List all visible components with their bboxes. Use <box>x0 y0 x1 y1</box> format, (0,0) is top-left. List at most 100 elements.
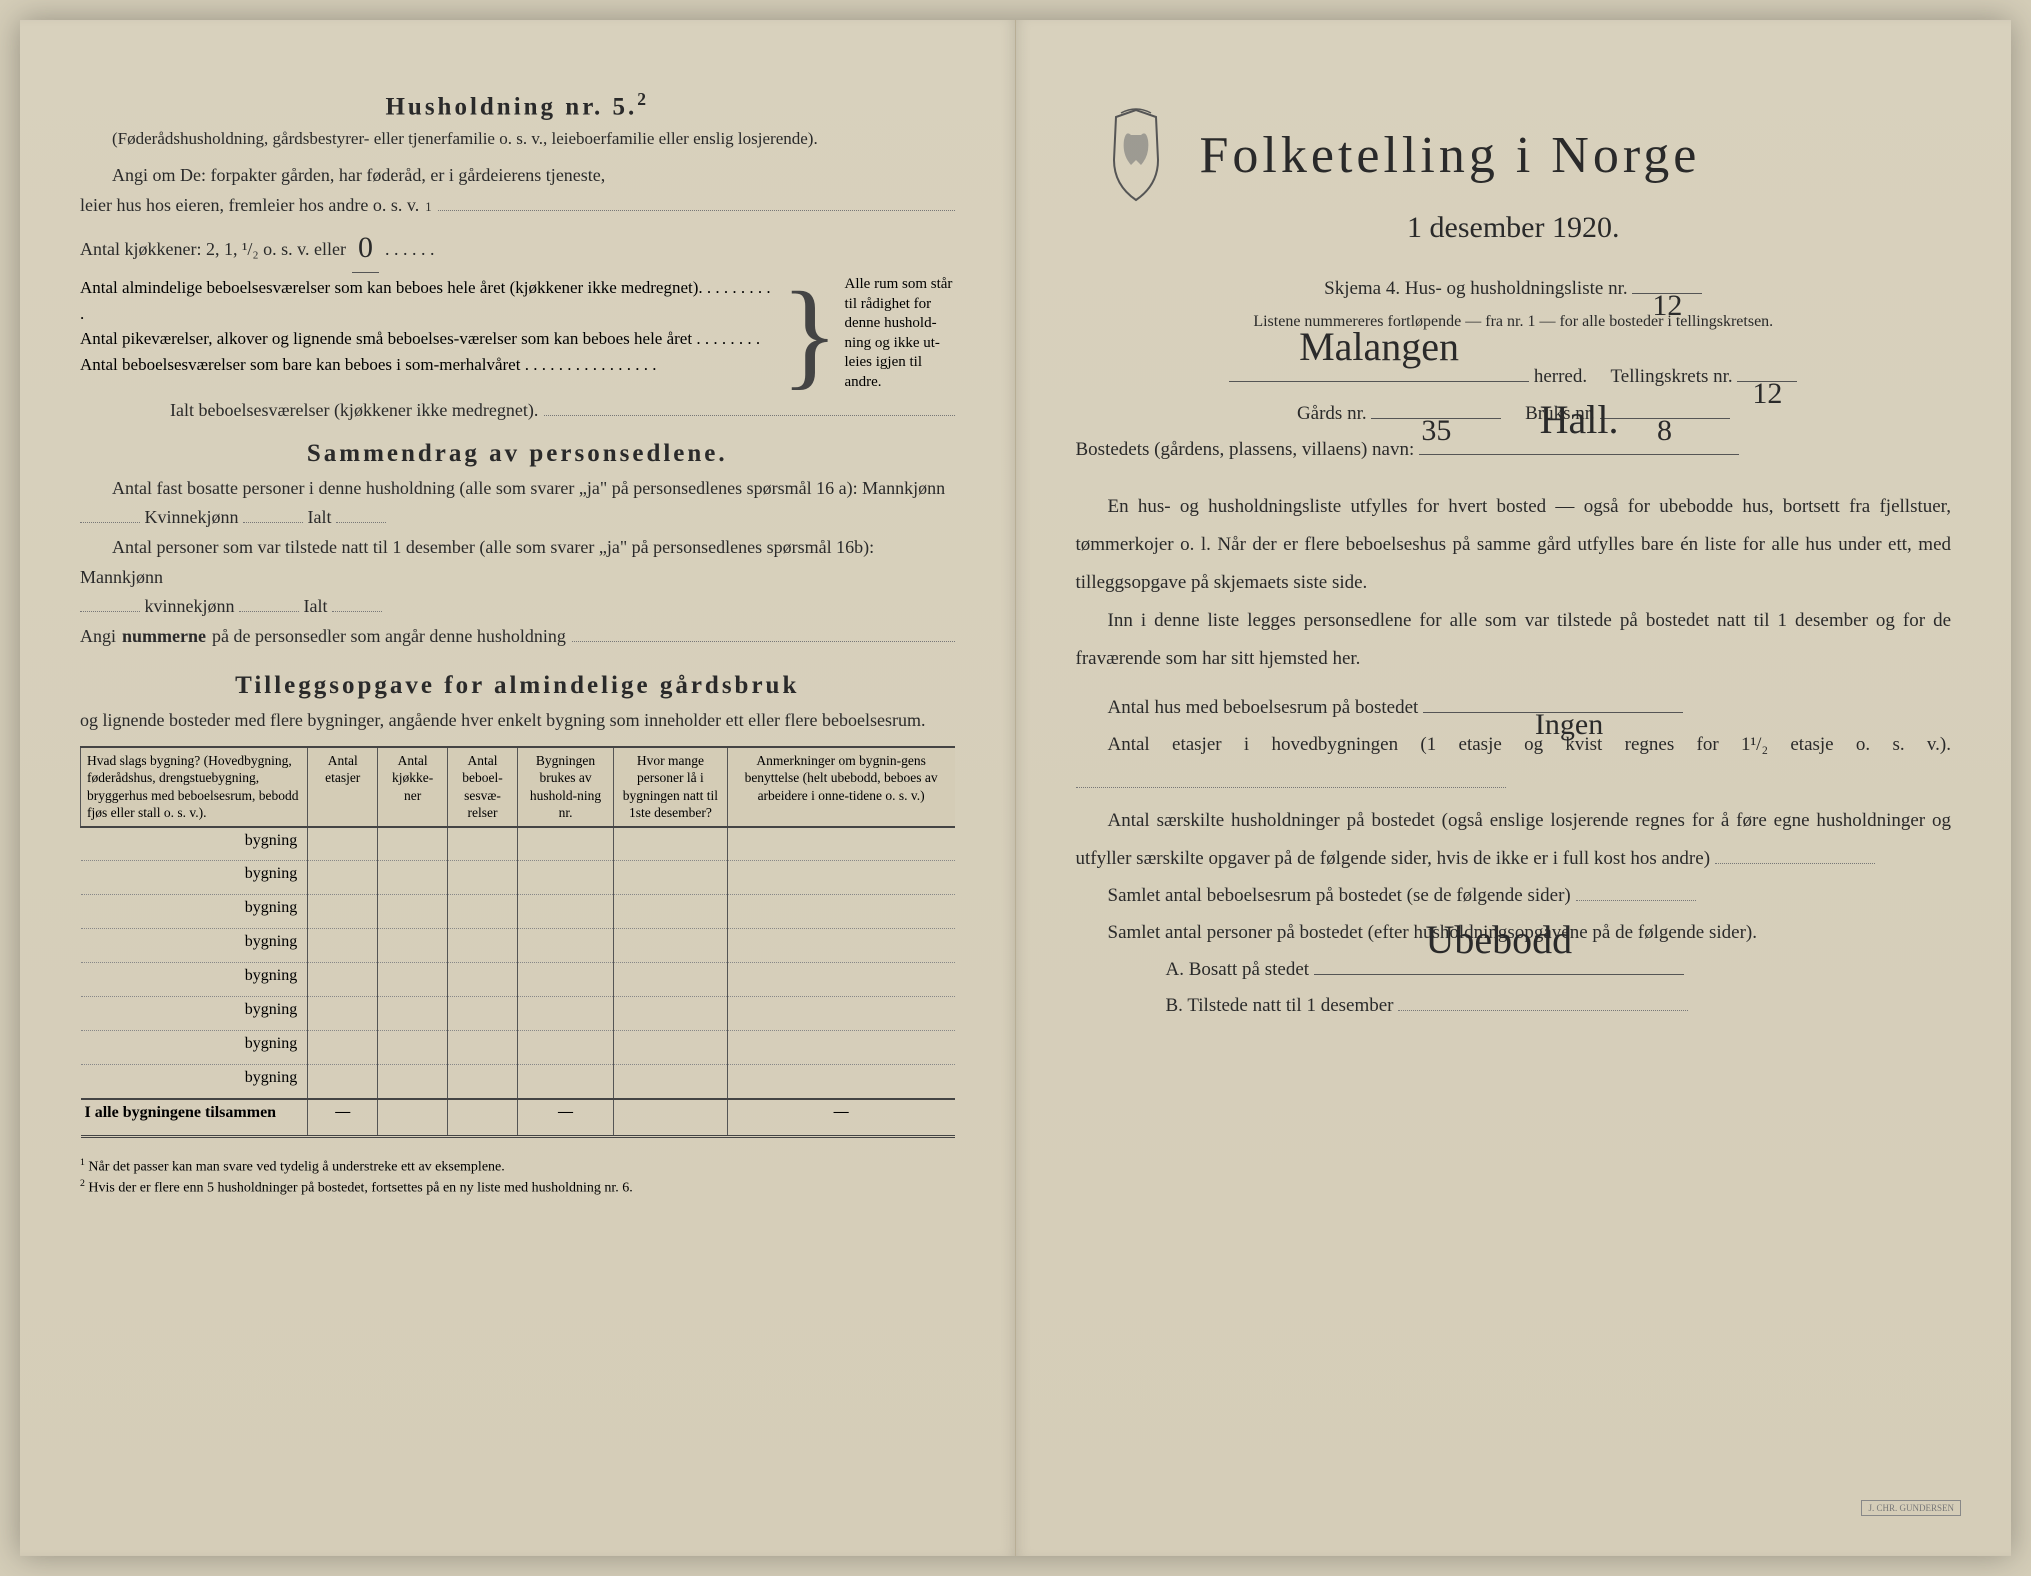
left-page: Husholdning nr. 5.2 (Føderådshusholdning… <box>20 20 1016 1556</box>
gardsnr-label: Gårds nr. <box>1297 403 1367 424</box>
bosted-value: Hall. <box>1540 382 1619 458</box>
brace-block: Antal almindelige beboelsesværelser som … <box>80 275 955 392</box>
brace-a: Antal almindelige beboelsesværelser som … <box>80 275 775 326</box>
angi-line1: Angi om De: forpakter gården, har føderå… <box>80 161 955 191</box>
samlet-bebo-fill <box>1576 880 1696 901</box>
row-label: bygning <box>81 963 308 997</box>
sd-mann1-fill <box>80 504 140 524</box>
sd-block2: Antal personer som var tilstede natt til… <box>80 533 955 622</box>
sd-line2: Antal personer som var tilstede natt til… <box>80 533 955 592</box>
tfoot-label: I alle bygningene tilsammen <box>81 1099 308 1137</box>
gardsnr-value: 35 <box>1421 402 1451 422</box>
table-row: bygning <box>81 929 955 963</box>
antal-hus-line: Antal hus med beboelsesrum på bostedet I… <box>1076 690 1952 726</box>
th7: Anmerkninger om bygnin-gens benyttelse (… <box>727 747 954 827</box>
sd-line3c: på de personsedler som angår denne husho… <box>212 622 566 652</box>
right-page: Folketelling i Norge 1 desember 1920. Sk… <box>1016 20 2012 1556</box>
sd-kv1-fill <box>243 504 303 524</box>
table-header-row: Hvad slags bygning? (Hovedbygning, føder… <box>81 747 955 827</box>
bygning-table: Hvad slags bygning? (Hovedbygning, føder… <box>80 746 955 1139</box>
row-label: bygning <box>81 895 308 929</box>
h5-sup: 2 <box>637 89 649 109</box>
sd-ialt2: Ialt <box>304 596 328 616</box>
main-date: 1 desember 1920. <box>1076 211 1952 245</box>
document-spread: Husholdning nr. 5.2 (Føderådshusholdning… <box>20 20 2011 1556</box>
herred-line: Malangen herred. Tellingskrets nr. 12 <box>1076 359 1952 395</box>
b-label: B. Tilstede natt til 1 desember <box>1166 995 1394 1016</box>
table-row: bygning <box>81 861 955 895</box>
bosted-label: Bostedets (gårdens, plassens, villaens) … <box>1076 439 1415 460</box>
h5-note: (Føderådshusholdning, gårdsbestyrer- ell… <box>80 127 955 151</box>
sd-line1: Antal fast bosatte personer i denne hush… <box>80 474 945 504</box>
antal-saerskilte-fill <box>1715 843 1875 864</box>
angi-line2: leier hus hos eieren, fremleier hos andr… <box>80 191 419 221</box>
sd-line3-row: Angi nummerne på de personsedler som ang… <box>80 622 955 652</box>
row-label: bygning <box>81 861 308 895</box>
th2: Antal etasjer <box>308 747 378 827</box>
fn2-num: 2 <box>80 1178 85 1189</box>
brace-glyph: } <box>781 275 839 392</box>
table-body: bygning bygning bygning bygning bygning … <box>81 827 955 1099</box>
herred-value: Malangen <box>1299 309 1459 385</box>
household5-title: Husholdning nr. 5.2 <box>80 89 955 121</box>
a-value: Ubebodd <box>1425 902 1572 978</box>
th4: Antal beboel-sesvæ-relser <box>448 747 518 827</box>
kjokken-label: Antal kjøkkener: 2, 1, ¹/₂ o. s. v. elle… <box>80 235 346 265</box>
gard-line: Gårds nr. 35 Bruks nr. 8 <box>1076 396 1952 432</box>
table-row: bygning <box>81 1065 955 1099</box>
ialt-row: Ialt beboelsesværelser (kjøkkener ikke m… <box>170 396 955 426</box>
listene-note: Listene nummereres fortløpende — fra nr.… <box>1076 307 1952 337</box>
row-label: bygning <box>81 827 308 861</box>
sd-line3b: nummerne <box>122 622 206 652</box>
bruksnr-value: 8 <box>1657 402 1672 422</box>
tillegg-title: Tilleggsopgave for almindelige gårdsbruk <box>80 672 955 700</box>
sd-mann2-fill <box>80 593 140 613</box>
coat-of-arms-icon <box>1096 105 1176 205</box>
sd-kv2: kvinnekjønn <box>145 596 235 616</box>
row-label: bygning <box>81 1031 308 1065</box>
angi-line2-row: leier hus hos eieren, fremleier hos andr… <box>80 191 955 221</box>
sd-kv: Kvinnekjønn <box>145 507 239 527</box>
row-label: bygning <box>81 997 308 1031</box>
table-row: bygning <box>81 827 955 861</box>
brace-right: Alle rum som står til rådighet for denne… <box>845 275 955 392</box>
tellingskrets-value: 12 <box>1752 365 1782 385</box>
sd-line3a: Angi <box>80 622 116 652</box>
printer-stamp: J. CHR. GUNDERSEN <box>1861 1500 1961 1516</box>
antal-hus-value: Ingen <box>1503 696 1603 716</box>
ialt-label: Ialt beboelsesværelser (kjøkkener ikke m… <box>170 396 538 426</box>
fn2-text: Hvis der er flere enn 5 husholdninger på… <box>88 1181 632 1196</box>
ialt-fill <box>544 398 954 416</box>
table-row: bygning <box>81 963 955 997</box>
title-block: Folketelling i Norge <box>1200 126 1701 185</box>
title-wrap: Folketelling i Norge <box>1096 105 1952 205</box>
table-row: bygning <box>81 997 955 1031</box>
main-title: Folketelling i Norge <box>1200 126 1701 185</box>
skjema-value: 12 <box>1652 277 1682 297</box>
antal-saerskilte-row: Antal særskilte husholdninger på bostede… <box>1076 802 1952 878</box>
para2: Inn i denne liste legges personsedlene f… <box>1076 602 1952 678</box>
sd-line3-fill <box>572 624 955 642</box>
sd-block: Antal fast bosatte personer i denne hush… <box>80 474 955 533</box>
sd-kv2-fill <box>239 593 299 613</box>
tellingskrets-label: Tellingskrets nr. <box>1611 366 1733 387</box>
footnotes: 1 Når det passer kan man svare ved tydel… <box>80 1156 955 1199</box>
antal-etasjer: Antal etasjer i hovedbygningen (1 etasje… <box>1108 734 1952 755</box>
antal-etasjer-row: Antal etasjer i hovedbygningen (1 etasje… <box>1076 726 1952 802</box>
table-footer-row: I alle bygningene tilsammen ——— <box>81 1099 955 1137</box>
th5: Bygningen brukes av hushold-ning nr. <box>517 747 613 827</box>
row-label: bygning <box>81 929 308 963</box>
sd-ialt2-fill <box>332 593 382 613</box>
th3: Antal kjøkke-ner <box>378 747 448 827</box>
angi-fill <box>438 193 955 211</box>
sammendrag-title: Sammendrag av personsedlene. <box>80 440 955 468</box>
row-label: bygning <box>81 1065 308 1099</box>
skjema-label: Skjema 4. Hus- og husholdningsliste nr. <box>1324 278 1627 299</box>
kjokken-dots: . . . . . . <box>385 235 435 265</box>
brace-left: Antal almindelige beboelsesværelser som … <box>80 275 775 392</box>
fn1-text: Når det passer kan man svare ved tydelig… <box>88 1160 504 1175</box>
bosted-line: Bostedets (gårdens, plassens, villaens) … <box>1076 432 1952 468</box>
kjokken-row: Antal kjøkkener: 2, 1, ¹/₂ o. s. v. elle… <box>80 221 955 272</box>
skjema-line: Skjema 4. Hus- og husholdningsliste nr. … <box>1076 271 1952 307</box>
sd-ialt: Ialt <box>308 507 332 527</box>
